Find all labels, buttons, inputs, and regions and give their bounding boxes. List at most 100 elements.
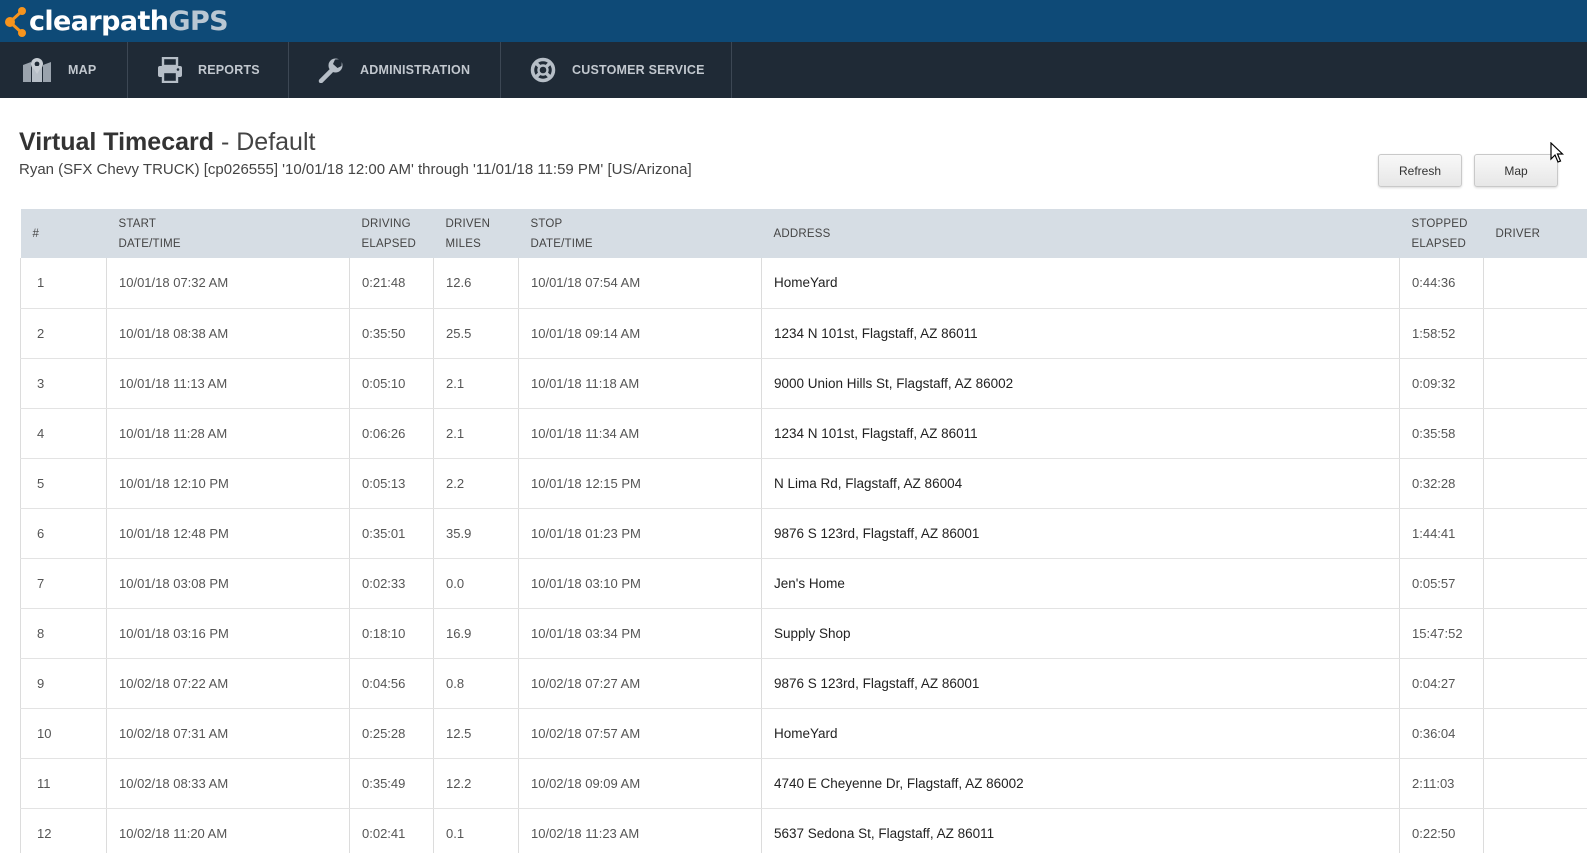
table-row[interactable]: 12 10/02/18 11:20 AM 0:02:41 0.1 10/02/18 11…: [20, 808, 1587, 853]
cell-stopped-elapsed: 0:35:58: [1399, 408, 1484, 459]
nav-item-reports[interactable]: REPORTS: [128, 42, 289, 98]
nav-label-map: MAP: [68, 63, 97, 77]
cell-row-number: 3: [20, 358, 107, 409]
cell-stop-datetime: 10/02/18 07:57 AM: [518, 708, 762, 759]
map-button[interactable]: Map: [1474, 154, 1558, 187]
clearpath-logo[interactable]: clearpathGPS: [4, 3, 229, 39]
cell-address: 1234 N 101st, Flagstaff, AZ 86011: [761, 408, 1400, 459]
table-row[interactable]: 6 10/01/18 12:48 PM 0:35:01 35.9 10/01/18 01…: [20, 508, 1587, 559]
table-row[interactable]: 11 10/02/18 08:33 AM 0:35:49 12.2 10/02/18 0…: [20, 758, 1587, 809]
column-header-driving-elapsed[interactable]: DRIVING ELAPSED: [349, 209, 434, 258]
column-header-line1: DRIVER: [1495, 227, 1541, 240]
column-header-address[interactable]: ADDRESS: [761, 209, 1400, 258]
cell-driver: [1483, 608, 1587, 659]
lifebuoy-icon: [530, 57, 556, 83]
cell-row-number: 4: [20, 408, 107, 459]
table-row[interactable]: 2 10/01/18 08:38 AM 0:35:50 25.5 10/01/18 09…: [20, 308, 1587, 359]
cell-row-number: 2: [20, 308, 107, 359]
report-view-name: Default: [236, 128, 316, 156]
table-row[interactable]: 4 10/01/18 11:28 AM 0:06:26 2.1 10/01/18 11:…: [20, 408, 1587, 459]
cell-stopped-elapsed: 1:58:52: [1399, 308, 1484, 359]
nav-item-administration[interactable]: ADMINISTRATION: [289, 42, 501, 98]
cell-driving-elapsed: 0:25:28: [349, 708, 434, 759]
column-header-start-datetime[interactable]: START DATE/TIME: [106, 209, 350, 258]
column-header-line1: DRIVING: [361, 217, 411, 230]
table-row[interactable]: 5 10/01/18 12:10 PM 0:05:13 2.2 10/01/18 12:…: [20, 458, 1587, 509]
column-header-driver[interactable]: DRIVER: [1483, 209, 1587, 258]
cell-driven-miles: 0.1: [433, 808, 519, 853]
brand-bar: clearpathGPS: [0, 0, 1587, 42]
cell-row-number: 6: [20, 508, 107, 559]
cell-driven-miles: 0.0: [433, 558, 519, 609]
refresh-button[interactable]: Refresh: [1378, 154, 1462, 187]
cell-stop-datetime: 10/01/18 11:34 AM: [518, 408, 762, 459]
cell-driven-miles: 12.6: [433, 258, 519, 309]
timecard-table-container: # START DATE/TIME DRIVING ELAPSED DRIVEN MILES…: [20, 209, 1587, 853]
map-icon: [22, 57, 52, 83]
column-header-stopped-elapsed[interactable]: STOPPED ELAPSED: [1399, 209, 1484, 258]
cell-row-number: 1: [20, 258, 107, 309]
cell-stopped-elapsed: 0:22:50: [1399, 808, 1484, 853]
nav-item-customer-service[interactable]: CUSTOMER SERVICE: [501, 42, 732, 98]
column-header-line2: ELAPSED: [1411, 237, 1466, 250]
cell-stopped-elapsed: 1:44:41: [1399, 508, 1484, 559]
table-row[interactable]: 3 10/01/18 11:13 AM 0:05:10 2.1 10/01/18 11:…: [20, 358, 1587, 409]
table-row[interactable]: 10 10/02/18 07:31 AM 0:25:28 12.5 10/02/18 0…: [20, 708, 1587, 759]
cell-stop-datetime: 10/02/18 11:23 AM: [518, 808, 762, 853]
cell-driver: [1483, 708, 1587, 759]
nav-item-map[interactable]: MAP: [0, 42, 128, 98]
cell-address: 9000 Union Hills St, Flagstaff, AZ 86002: [761, 358, 1400, 409]
cell-driver: [1483, 258, 1587, 309]
column-header-stop-datetime[interactable]: STOP DATE/TIME: [518, 209, 762, 258]
report-subtitle: Ryan (SFX Chevy TRUCK) [cp026555] '10/01…: [19, 161, 692, 178]
table-row[interactable]: 1 10/01/18 07:32 AM 0:21:48 12.6 10/01/18 07…: [20, 258, 1587, 309]
cell-driven-miles: 2.1: [433, 358, 519, 409]
cell-stopped-elapsed: 0:09:32: [1399, 358, 1484, 409]
cell-driven-miles: 2.1: [433, 408, 519, 459]
cell-row-number: 5: [20, 458, 107, 509]
cell-address: HomeYard: [761, 258, 1400, 309]
column-header-driven-miles[interactable]: DRIVEN MILES: [433, 209, 519, 258]
column-header-line2: MILES: [445, 237, 482, 250]
cell-driven-miles: 0.8: [433, 658, 519, 709]
table-row[interactable]: 7 10/01/18 03:08 PM 0:02:33 0.0 10/01/18 03:…: [20, 558, 1587, 609]
cell-start-datetime: 10/01/18 12:48 PM: [106, 508, 350, 559]
cell-driving-elapsed: 0:35:01: [349, 508, 434, 559]
cell-stop-datetime: 10/01/18 07:54 AM: [518, 258, 762, 309]
column-header-row-number[interactable]: #: [20, 209, 107, 258]
printer-icon: [157, 57, 183, 83]
cell-stopped-elapsed: 2:11:03: [1399, 758, 1484, 809]
cell-stopped-elapsed: 0:32:28: [1399, 458, 1484, 509]
nav-label-customer-service: CUSTOMER SERVICE: [572, 63, 705, 77]
cell-start-datetime: 10/01/18 11:13 AM: [106, 358, 350, 409]
cell-address: 9876 S 123rd, Flagstaff, AZ 86001: [761, 658, 1400, 709]
cell-stop-datetime: 10/01/18 11:18 AM: [518, 358, 762, 409]
cell-start-datetime: 10/02/18 07:22 AM: [106, 658, 350, 709]
cell-start-datetime: 10/01/18 08:38 AM: [106, 308, 350, 359]
report-title: Virtual Timecard: [19, 128, 214, 156]
table-row[interactable]: 9 10/02/18 07:22 AM 0:04:56 0.8 10/02/18 07:…: [20, 658, 1587, 709]
timecard-table: # START DATE/TIME DRIVING ELAPSED DRIVEN MILES…: [20, 209, 1587, 853]
nav-label-reports: REPORTS: [198, 63, 260, 77]
table-header-row: # START DATE/TIME DRIVING ELAPSED DRIVEN MILES…: [20, 209, 1587, 258]
cell-stop-datetime: 10/02/18 09:09 AM: [518, 758, 762, 809]
cell-address: N Lima Rd, Flagstaff, AZ 86004: [761, 458, 1400, 509]
cell-driver: [1483, 458, 1587, 509]
logo-nodes-icon: [5, 7, 26, 37]
cell-row-number: 8: [20, 608, 107, 659]
cell-address: 9876 S 123rd, Flagstaff, AZ 86001: [761, 508, 1400, 559]
cell-driving-elapsed: 0:02:33: [349, 558, 434, 609]
cell-address: Jen's Home: [761, 558, 1400, 609]
cell-start-datetime: 10/01/18 03:16 PM: [106, 608, 350, 659]
column-header-line2: DATE/TIME: [530, 237, 593, 250]
cell-driven-miles: 12.5: [433, 708, 519, 759]
table-row[interactable]: 8 10/01/18 03:16 PM 0:18:10 16.9 10/01/18 03…: [20, 608, 1587, 659]
cell-driver: [1483, 758, 1587, 809]
cell-stop-datetime: 10/02/18 07:27 AM: [518, 658, 762, 709]
cell-driving-elapsed: 0:18:10: [349, 608, 434, 659]
cell-row-number: 10: [20, 708, 107, 759]
cell-address: HomeYard: [761, 708, 1400, 759]
cell-driver: [1483, 558, 1587, 609]
cell-driven-miles: 25.5: [433, 308, 519, 359]
column-header-line2: ELAPSED: [361, 237, 416, 250]
